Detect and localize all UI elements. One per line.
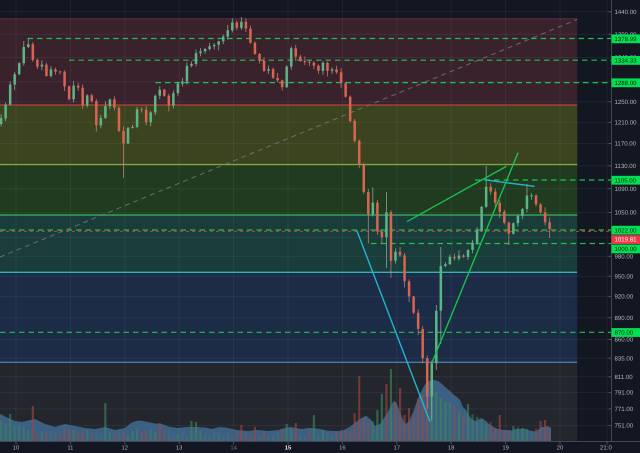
svg-text:920.00: 920.00: [615, 294, 634, 301]
svg-text:1334.33: 1334.33: [615, 58, 638, 65]
svg-text:1090.00: 1090.00: [615, 186, 638, 193]
svg-text:21:0: 21:0: [600, 445, 612, 452]
svg-text:1130.00: 1130.00: [615, 163, 637, 170]
svg-text:16: 16: [339, 445, 346, 452]
svg-text:1378.99: 1378.99: [615, 36, 638, 43]
svg-text:1019.81: 1019.81: [615, 237, 638, 244]
svg-text:811.00: 811.00: [615, 374, 634, 381]
svg-text:1022.00: 1022.00: [615, 227, 638, 234]
svg-text:791.00: 791.00: [615, 390, 634, 397]
svg-text:19: 19: [502, 445, 509, 452]
svg-text:860.00: 860.00: [615, 337, 634, 344]
svg-text:771.00: 771.00: [615, 406, 634, 413]
svg-text:10: 10: [13, 445, 20, 452]
svg-text:11: 11: [67, 445, 73, 452]
svg-text:20: 20: [557, 445, 564, 452]
svg-text:751.00: 751.00: [615, 423, 634, 430]
svg-text:14: 14: [230, 445, 237, 452]
svg-text:13: 13: [176, 445, 183, 452]
svg-text:1170.00: 1170.00: [615, 141, 637, 148]
svg-text:1440.00: 1440.00: [615, 9, 638, 16]
svg-text:18: 18: [448, 445, 455, 452]
svg-text:835.00: 835.00: [615, 355, 634, 362]
svg-text:890.00: 890.00: [615, 315, 634, 322]
svg-text:980.00: 980.00: [615, 254, 634, 261]
svg-text:1288.00: 1288.00: [615, 80, 638, 87]
svg-text:1210.00: 1210.00: [615, 120, 638, 127]
svg-text:1000.00: 1000.00: [615, 246, 638, 253]
svg-text:1105.00: 1105.00: [615, 177, 637, 184]
svg-text:17: 17: [394, 445, 401, 452]
svg-text:1050.00: 1050.00: [615, 210, 638, 217]
svg-text:870.00: 870.00: [615, 330, 634, 337]
svg-text:950.00: 950.00: [615, 273, 634, 280]
svg-text:1250.00: 1250.00: [615, 99, 638, 106]
svg-text:15: 15: [285, 445, 292, 452]
svg-text:12: 12: [122, 445, 129, 452]
